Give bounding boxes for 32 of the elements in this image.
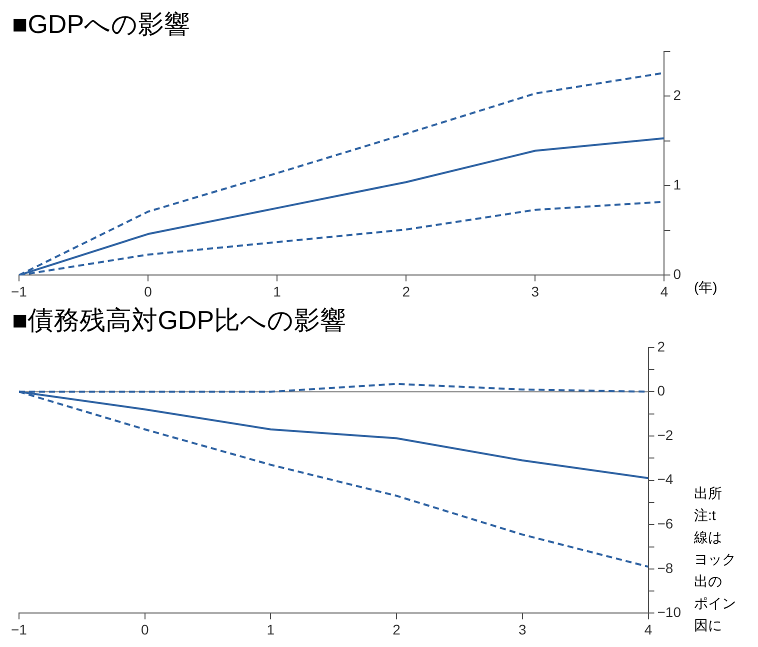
chart-title: ■GDPへの影響 — [11, 8, 192, 40]
text: (年) — [694, 278, 718, 297]
x-tick-label: 0 — [144, 283, 152, 300]
y-tick-label: 0 — [657, 382, 666, 399]
chart-title: ■債務残高対GDP比への影響 — [11, 304, 348, 336]
text: 線は — [694, 528, 723, 547]
x-tick-label: 3 — [518, 621, 526, 638]
text: ヨック — [694, 550, 736, 569]
x-tick-label: −1 — [10, 621, 28, 638]
y-tick-label: −10 — [657, 604, 682, 620]
x-tick-label: 0 — [140, 621, 149, 638]
text: 出所 — [694, 484, 723, 503]
x-tick-label: 1 — [273, 283, 282, 300]
y-tick-label: −2 — [657, 426, 674, 443]
x-tick-label: 1 — [266, 621, 275, 638]
y-tick-label: −8 — [657, 560, 674, 576]
x-tick-label: 4 — [644, 621, 652, 638]
y-tick-label: 1 — [673, 176, 682, 193]
text: 因に — [694, 616, 723, 635]
y-tick-label: 2 — [673, 87, 682, 104]
text: ポイン — [694, 594, 736, 613]
text: 注:t — [694, 506, 717, 525]
y-tick-label: 2 — [657, 338, 666, 354]
text: 出の — [694, 572, 723, 591]
x-tick-label: 2 — [402, 283, 410, 300]
x-tick-label: 2 — [392, 621, 401, 638]
y-tick-label: −6 — [657, 515, 674, 532]
y-tick-label: 0 — [673, 266, 682, 282]
y-tick-label: −4 — [657, 471, 674, 488]
x-tick-label: 3 — [531, 283, 540, 300]
x-tick-label: −1 — [10, 283, 28, 300]
x-tick-label: 4 — [660, 283, 668, 300]
